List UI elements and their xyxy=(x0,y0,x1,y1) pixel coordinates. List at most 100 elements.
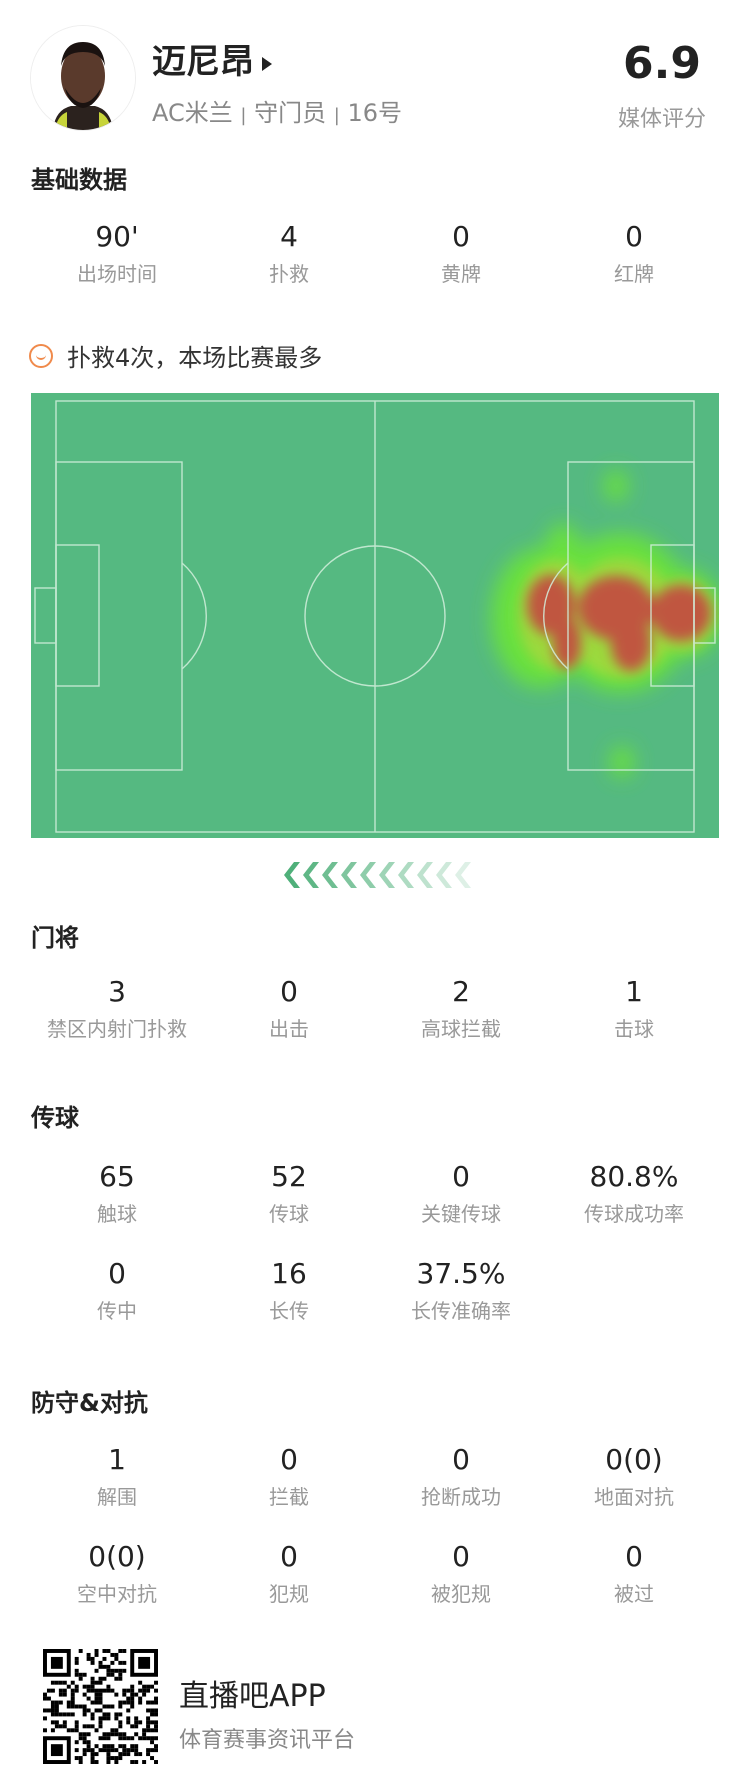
smile-icon xyxy=(29,343,53,368)
stat-value: 0 xyxy=(452,1540,470,1573)
chevron-left-icon xyxy=(341,862,357,888)
stat-value: 0(0) xyxy=(88,1540,146,1573)
player-avatar xyxy=(30,25,136,131)
stat-label: 解围 xyxy=(97,1485,137,1509)
stat-item: 0(0) 空中对抗 xyxy=(31,1540,203,1607)
stat-label: 黄牌 xyxy=(441,262,481,286)
chevron-left-icon xyxy=(436,862,452,888)
stat-value: 0 xyxy=(452,220,470,253)
stat-value: 0 xyxy=(452,1160,470,1193)
stat-label: 击球 xyxy=(614,1017,654,1041)
stat-label: 拦截 xyxy=(269,1485,309,1509)
stat-item: 0 出击 xyxy=(203,975,375,1042)
section-title-basic: 基础数据 xyxy=(31,166,127,194)
heatmap-pitch xyxy=(31,393,719,838)
section-title-defense: 防守&对抗 xyxy=(31,1389,148,1417)
stat-item: 0 被犯规 xyxy=(375,1540,547,1607)
stat-value: 80.8% xyxy=(589,1160,679,1193)
chevron-left-icon xyxy=(379,862,395,888)
stat-item: 1 解围 xyxy=(31,1443,203,1510)
stat-label: 犯规 xyxy=(269,1582,309,1606)
stat-value: 1 xyxy=(108,1443,126,1476)
stat-value: 52 xyxy=(271,1160,307,1193)
stat-item: 0 黄牌 xyxy=(375,220,547,287)
stat-item: 0(0) 地面对抗 xyxy=(548,1443,720,1510)
player-position: 守门员 xyxy=(254,99,327,127)
stat-item: 0 犯规 xyxy=(203,1540,375,1607)
stat-value: 16 xyxy=(271,1257,307,1290)
chevron-left-icon xyxy=(360,862,376,888)
stat-value: 65 xyxy=(99,1160,135,1193)
stat-label: 长传 xyxy=(269,1299,309,1323)
section-title-passing: 传球 xyxy=(31,1104,79,1132)
stat-item: 0 关键传球 xyxy=(375,1160,547,1227)
stat-value: 0 xyxy=(625,1540,643,1573)
stat-value: 0 xyxy=(452,1443,470,1476)
app-tagline: 体育赛事资讯平台 xyxy=(179,1728,356,1753)
stat-value: 0 xyxy=(625,220,643,253)
stat-label: 出击 xyxy=(269,1017,309,1041)
stat-label: 传球成功率 xyxy=(584,1202,684,1226)
rating-value: 6.9 xyxy=(623,38,701,89)
stat-label: 触球 xyxy=(97,1202,137,1226)
stat-value: 0(0) xyxy=(605,1443,663,1476)
stat-value: 0 xyxy=(280,1540,298,1573)
stat-item: 0 抢断成功 xyxy=(375,1443,547,1510)
stat-label: 空中对抗 xyxy=(77,1582,157,1606)
chevron-left-icon xyxy=(455,862,471,888)
stat-item: 65 触球 xyxy=(31,1160,203,1227)
rating-label: 媒体评分 xyxy=(617,107,706,132)
highlight-text: 扑救4次，本场比赛最多 xyxy=(67,344,323,372)
chevron-left-icon xyxy=(322,862,338,888)
stat-value: 37.5% xyxy=(416,1257,506,1290)
stat-label: 出场时间 xyxy=(77,262,157,286)
stat-value: 1 xyxy=(625,975,643,1008)
stat-item: 0 被过 xyxy=(548,1540,720,1607)
stat-label: 传中 xyxy=(97,1299,137,1323)
chevron-left-icon xyxy=(303,862,319,888)
section-title-goalkeeping: 门将 xyxy=(31,924,79,952)
stat-label: 传球 xyxy=(269,1202,309,1226)
chevron-left-icon xyxy=(284,862,300,888)
stat-item: 16 长传 xyxy=(203,1257,375,1324)
stat-item: 4 扑救 xyxy=(203,220,375,287)
chevron-left-icon xyxy=(417,862,433,888)
chevron-left-icon xyxy=(398,862,414,888)
stat-label: 禁区内射门扑救 xyxy=(47,1017,187,1041)
stat-label: 关键传球 xyxy=(421,1202,501,1226)
pitch-lines xyxy=(34,400,716,833)
stat-value: 3 xyxy=(108,975,126,1008)
stat-item: 37.5% 长传准确率 xyxy=(375,1257,547,1324)
stat-item: 52 传球 xyxy=(203,1160,375,1227)
team-name: AC米兰 xyxy=(152,99,233,127)
stat-label: 红牌 xyxy=(614,262,654,286)
stat-value: 0 xyxy=(280,975,298,1008)
stat-label: 被过 xyxy=(614,1582,654,1606)
stat-value: 4 xyxy=(280,220,298,253)
attack-direction-arrows xyxy=(284,862,471,888)
stat-label: 地面对抗 xyxy=(594,1485,674,1509)
stat-label: 高球拦截 xyxy=(421,1017,501,1041)
stat-item: 0 拦截 xyxy=(203,1443,375,1510)
stat-item: 1 击球 xyxy=(548,975,720,1042)
stat-label: 被犯规 xyxy=(431,1582,491,1606)
stat-item: 2 高球拦截 xyxy=(375,975,547,1042)
separator: | xyxy=(240,105,247,126)
stat-item: 0 红牌 xyxy=(548,220,720,287)
stat-value: 0 xyxy=(108,1257,126,1290)
stat-item: 80.8% 传球成功率 xyxy=(548,1160,720,1227)
stat-label: 长传准确率 xyxy=(411,1299,511,1323)
player-info: AC米兰 | 守门员 | 16号 xyxy=(152,93,402,128)
separator: | xyxy=(333,105,340,126)
stat-label: 扑救 xyxy=(269,262,309,286)
player-number: 16号 xyxy=(347,99,403,127)
play-arrow-icon xyxy=(262,56,272,71)
stat-value: 90' xyxy=(95,220,139,253)
highlight-banner: 扑救4次，本场比赛最多 xyxy=(29,338,322,373)
stat-value: 2 xyxy=(452,975,470,1008)
stat-label: 抢断成功 xyxy=(421,1485,501,1509)
stat-value: 0 xyxy=(280,1443,298,1476)
app-name: 直播吧APP xyxy=(179,1679,326,1714)
stat-item: 0 传中 xyxy=(31,1257,203,1324)
player-name[interactable]: 迈尼昂 xyxy=(152,34,272,83)
